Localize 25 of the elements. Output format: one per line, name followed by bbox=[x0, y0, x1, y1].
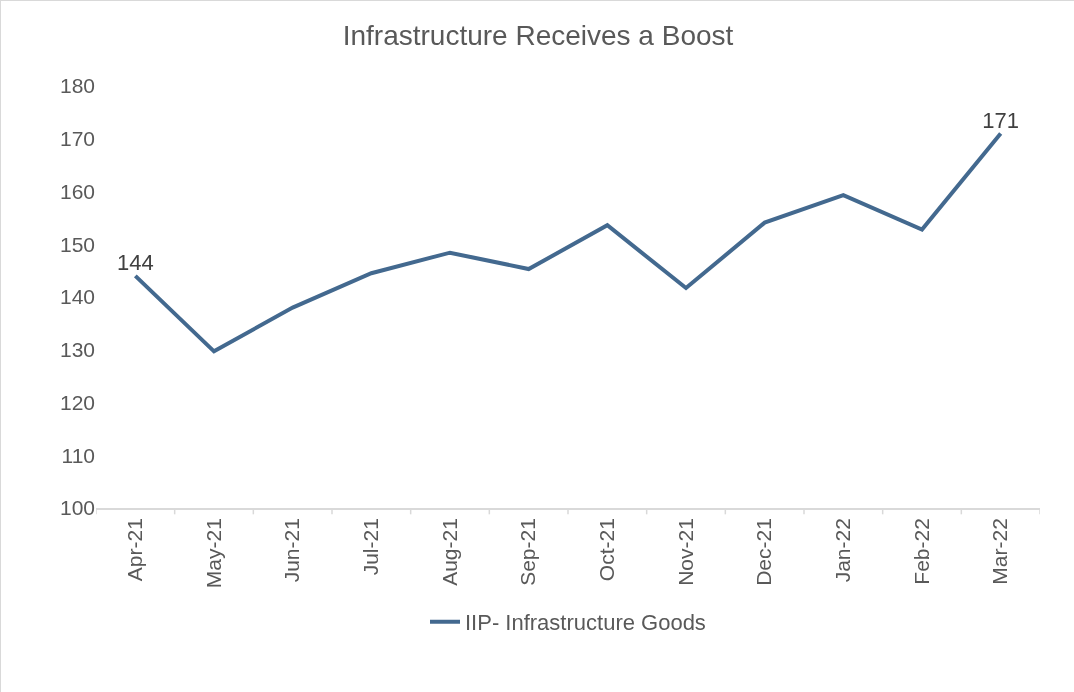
y-tick-label: 150 bbox=[59, 232, 95, 256]
data-label: 171 bbox=[982, 107, 1020, 133]
x-tick-label: Jul-21 bbox=[359, 518, 383, 576]
x-tick-label: Feb-22 bbox=[909, 518, 933, 585]
y-tick-label: 180 bbox=[59, 74, 95, 98]
x-tick-label: Apr-21 bbox=[123, 518, 147, 582]
x-tick-label: Jun-21 bbox=[280, 518, 304, 583]
chart-title: Infrastructure Receives a Boost bbox=[342, 19, 734, 51]
x-tick-label: Dec-21 bbox=[752, 518, 776, 586]
x-tick-label: Nov-21 bbox=[673, 518, 697, 586]
x-tick-label: May-21 bbox=[201, 518, 225, 589]
x-tick-label: Oct-21 bbox=[595, 518, 619, 582]
y-tick-label: 130 bbox=[59, 338, 95, 362]
legend-label: IIP- Infrastructure Goods bbox=[465, 610, 706, 636]
data-label: 144 bbox=[116, 250, 154, 276]
y-tick-label: 100 bbox=[59, 496, 95, 520]
x-tick-label: Mar-22 bbox=[988, 518, 1012, 585]
y-tick-label: 160 bbox=[59, 179, 95, 203]
x-tick-label: Jan-22 bbox=[831, 518, 855, 583]
y-tick-label: 140 bbox=[59, 285, 95, 309]
x-tick-label: Aug-21 bbox=[437, 518, 461, 586]
y-tick-label: 120 bbox=[59, 390, 95, 414]
y-tick-label: 110 bbox=[61, 443, 95, 467]
x-tick-label: Sep-21 bbox=[516, 518, 540, 586]
y-tick-label: 170 bbox=[59, 127, 95, 151]
